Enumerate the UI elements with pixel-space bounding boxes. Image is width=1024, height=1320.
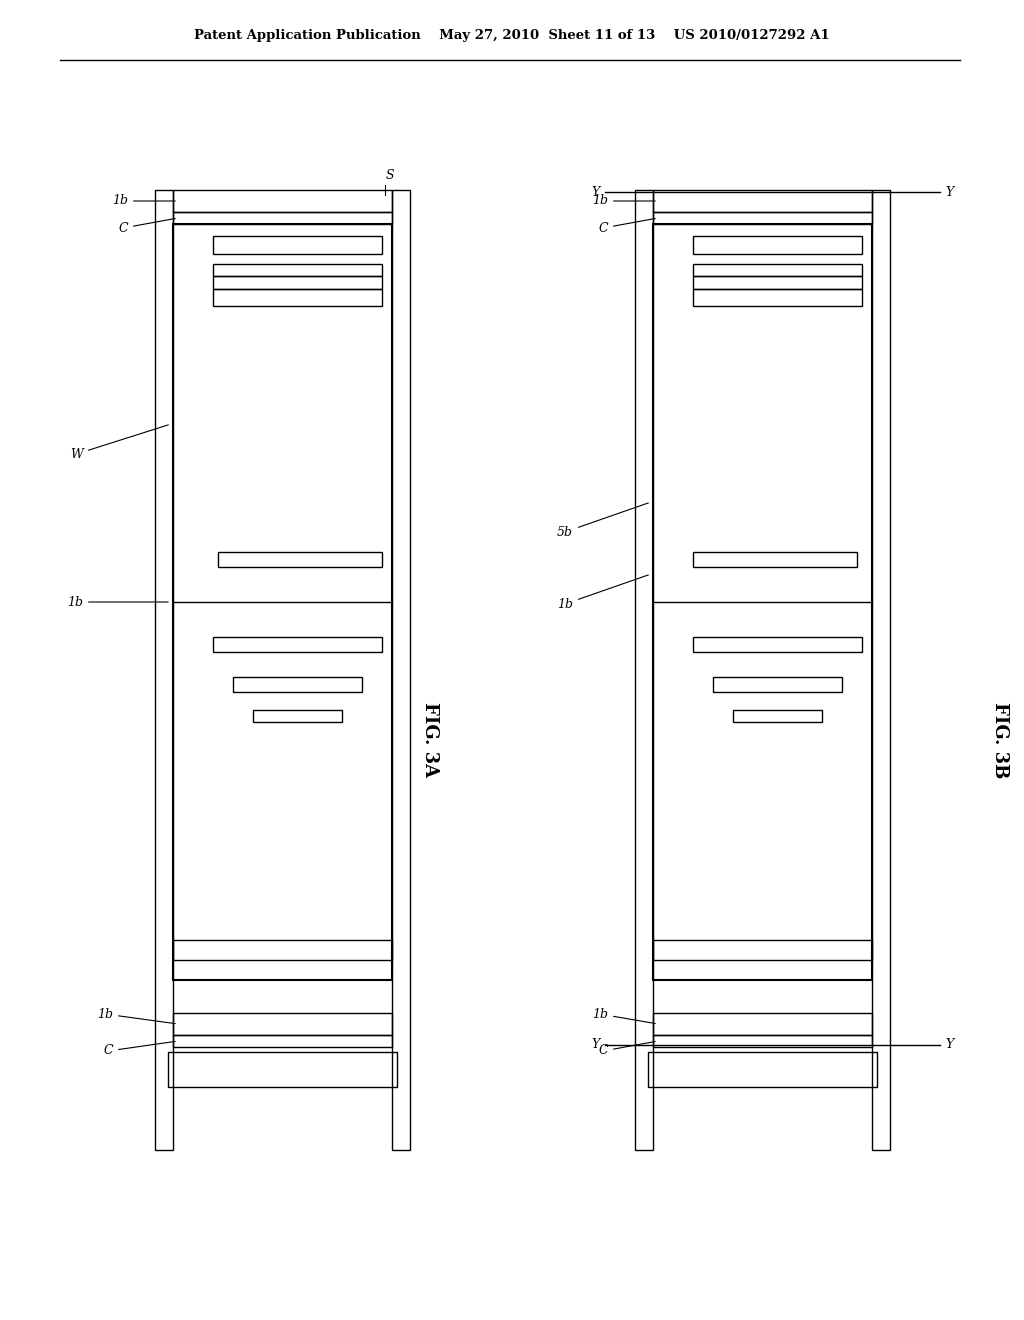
Text: 5b: 5b	[557, 503, 648, 539]
Bar	[653, 224, 872, 979]
Text: 1b: 1b	[67, 595, 168, 609]
Bar	[213, 276, 382, 289]
Bar	[173, 1012, 392, 1035]
Bar	[733, 710, 822, 722]
Bar	[872, 190, 890, 1150]
Bar	[693, 236, 862, 253]
Bar	[213, 264, 382, 276]
Bar	[213, 638, 382, 652]
Text: 1b: 1b	[112, 194, 175, 207]
Text: 1b: 1b	[97, 1007, 175, 1023]
Bar	[653, 940, 872, 960]
Text: Y: Y	[945, 186, 953, 198]
Bar	[693, 552, 857, 568]
Bar	[392, 190, 410, 1150]
Text: W: W	[70, 425, 168, 461]
Text: C: C	[119, 219, 175, 235]
Text: 1b: 1b	[592, 194, 655, 207]
Text: 1b: 1b	[557, 576, 648, 610]
Bar	[168, 1052, 397, 1086]
Text: Y: Y	[945, 1039, 953, 1052]
Text: FIG. 3B: FIG. 3B	[991, 702, 1009, 779]
Bar	[173, 213, 392, 224]
Bar	[635, 190, 653, 1150]
Bar	[648, 1052, 877, 1086]
Bar	[693, 264, 862, 276]
Bar	[653, 1035, 872, 1047]
Bar	[693, 289, 862, 306]
Bar	[213, 236, 382, 253]
Text: Y: Y	[592, 1039, 600, 1052]
Text: S: S	[386, 169, 394, 182]
Text: FIG. 3A: FIG. 3A	[421, 702, 439, 777]
Bar	[173, 224, 392, 979]
Bar	[693, 276, 862, 289]
Bar	[173, 190, 392, 213]
Bar	[693, 638, 862, 652]
Bar	[653, 213, 872, 224]
Text: Y: Y	[592, 186, 600, 198]
Text: C: C	[598, 1041, 655, 1057]
Bar	[713, 677, 842, 692]
Bar	[233, 677, 362, 692]
Text: C: C	[103, 1041, 175, 1057]
Text: C: C	[598, 219, 655, 235]
Bar	[218, 552, 382, 568]
Bar	[173, 1035, 392, 1047]
Bar	[653, 1012, 872, 1035]
Bar	[653, 190, 872, 213]
Bar	[253, 710, 342, 722]
Bar	[173, 940, 392, 960]
Bar	[213, 289, 382, 306]
Text: Patent Application Publication    May 27, 2010  Sheet 11 of 13    US 2010/012729: Patent Application Publication May 27, 2…	[195, 29, 829, 41]
Bar	[155, 190, 173, 1150]
Text: 1b: 1b	[592, 1007, 655, 1023]
